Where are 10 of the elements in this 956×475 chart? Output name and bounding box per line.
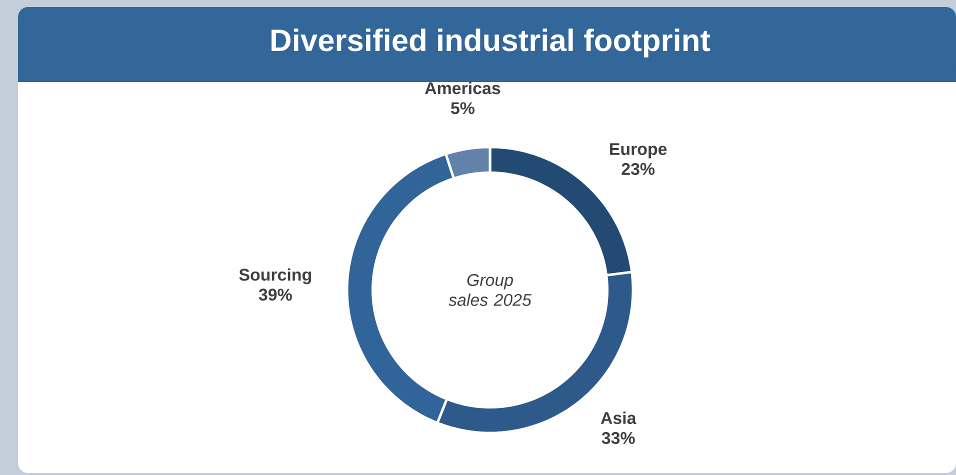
data-label: 33%: [602, 432, 635, 444]
slice-label: Americas: [425, 82, 500, 94]
text: Group sales 2025: [448, 274, 532, 306]
data-label: 39%: [258, 288, 292, 301]
slice-label: Europe: [610, 143, 667, 158]
chart-title: Diversified industrial footprint: [272, 28, 710, 58]
slice-label: Asia: [600, 412, 636, 424]
slice-label: Sourcing: [239, 268, 311, 284]
data-label: 5%: [450, 102, 474, 114]
data-label: 23%: [622, 162, 655, 176]
